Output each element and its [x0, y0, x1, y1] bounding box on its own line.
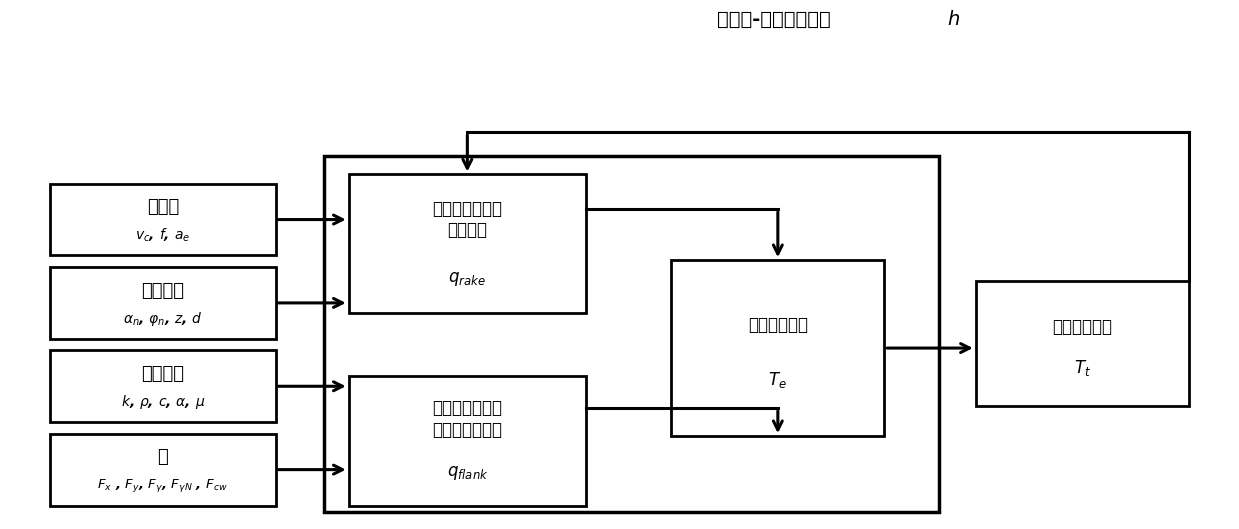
- Text: 材料特性: 材料特性: [141, 365, 185, 383]
- Text: $\alpha_n$, $\varphi_n$, $z$, $d$: $\alpha_n$, $\varphi_n$, $z$, $d$: [123, 309, 203, 327]
- Bar: [51, 267, 275, 339]
- Bar: [325, 156, 939, 513]
- Text: 从前刀面进入刀: 从前刀面进入刀: [432, 200, 502, 218]
- Text: $T_e$: $T_e$: [768, 370, 787, 390]
- Bar: [672, 260, 885, 436]
- Text: 进入刀具的热流: 进入刀具的热流: [432, 421, 502, 439]
- Text: 力: 力: [157, 449, 169, 467]
- Bar: [976, 281, 1188, 406]
- Text: $q_{flank}$: $q_{flank}$: [446, 464, 488, 482]
- Bar: [348, 175, 586, 313]
- Text: 刀具几何: 刀具几何: [141, 282, 185, 300]
- Text: $h$: $h$: [947, 10, 960, 29]
- Text: 由于后刀面磨损: 由于后刀面磨损: [432, 399, 502, 417]
- Text: 具的热流: 具的热流: [447, 221, 487, 239]
- Text: 确定刀-屑热交换系数: 确定刀-屑热交换系数: [717, 10, 831, 29]
- Bar: [51, 434, 275, 506]
- Bar: [51, 350, 275, 422]
- Text: $F_x$ , $F_y$, $F_\gamma$, $F_{\gamma N}$ , $F_{cw}$: $F_x$ , $F_y$, $F_\gamma$, $F_{\gamma N}…: [98, 477, 228, 494]
- Text: 估算刀具温度: 估算刀具温度: [748, 316, 808, 334]
- Text: 实测刀具温度: 实测刀具温度: [1052, 318, 1113, 336]
- Text: $q_{rake}$: $q_{rake}$: [449, 270, 486, 288]
- Bar: [348, 376, 586, 506]
- Text: 运动学: 运动学: [146, 198, 180, 216]
- Text: $v_c$, $f$, $a_e$: $v_c$, $f$, $a_e$: [135, 226, 191, 244]
- Text: $k$, $\rho$, $c$, $\alpha$, $\mu$: $k$, $\rho$, $c$, $\alpha$, $\mu$: [120, 393, 204, 411]
- Text: $T_t$: $T_t$: [1074, 359, 1090, 378]
- Bar: [51, 184, 275, 256]
